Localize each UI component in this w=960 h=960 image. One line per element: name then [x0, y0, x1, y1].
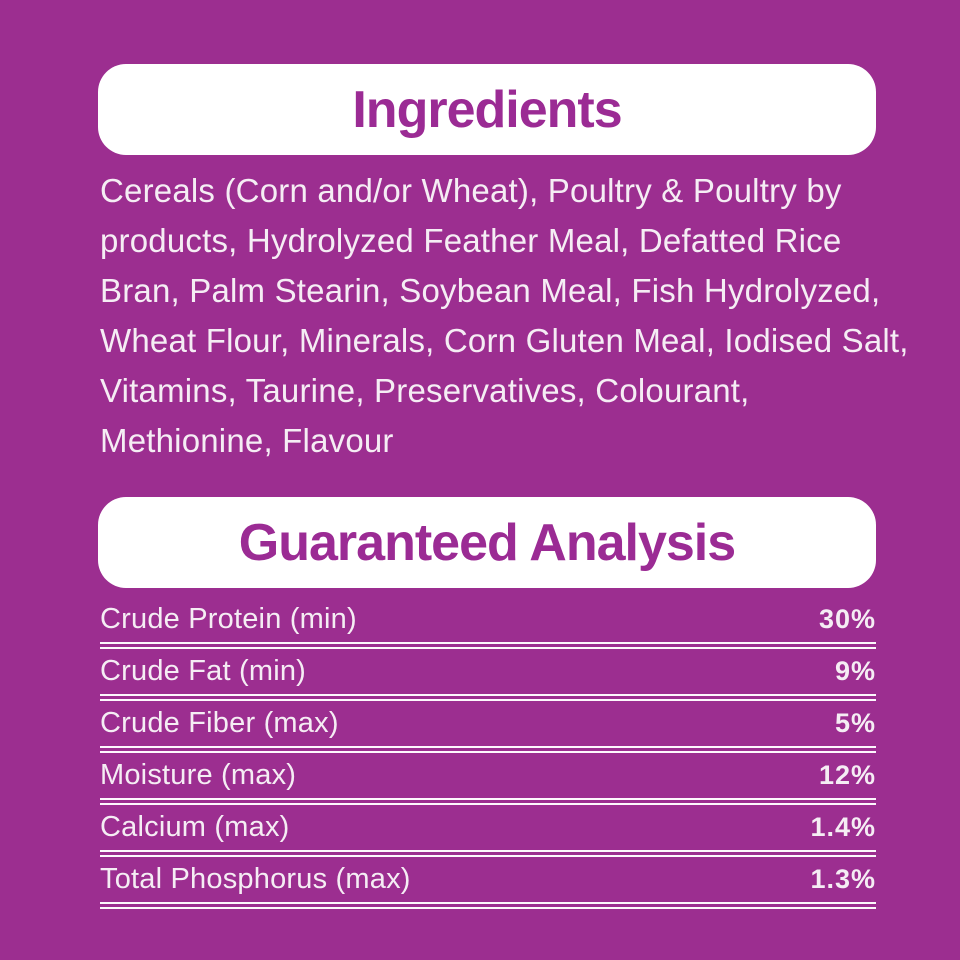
analysis-row-value: 1.3%	[810, 864, 876, 894]
analysis-row-label: Crude Fat (min)	[100, 655, 307, 687]
ingredients-title: Ingredients	[352, 80, 622, 139]
analysis-table: Crude Protein (min) 30% Crude Fat (min) 9% C…	[100, 597, 876, 909]
analysis-row: Moisture (max) 12%	[100, 753, 876, 805]
analysis-row-label: Total Phosphorus (max)	[100, 863, 411, 895]
analysis-row: Crude Protein (min) 30%	[100, 597, 876, 649]
analysis-row: Crude Fat (min) 9%	[100, 649, 876, 701]
analysis-row-value: 30%	[818, 604, 876, 634]
analysis-title: Guaranteed Analysis	[238, 513, 736, 572]
analysis-row-value: 12%	[818, 760, 876, 790]
analysis-header-panel: Guaranteed Analysis	[98, 497, 876, 588]
analysis-row-label: Calcium (max)	[100, 811, 290, 843]
ingredients-text: Cereals (Corn and/or Wheat), Poultry & P…	[100, 172, 909, 459]
analysis-row: Calcium (max) 1.4%	[100, 805, 876, 857]
analysis-row-label: Moisture (max)	[100, 759, 297, 791]
analysis-row: Crude Fiber (max) 5%	[100, 701, 876, 753]
analysis-row-value: 5%	[834, 708, 876, 738]
analysis-row-label: Crude Protein (min)	[100, 603, 357, 635]
analysis-row-label: Crude Fiber (max)	[100, 707, 339, 739]
analysis-row: Total Phosphorus (max) 1.3%	[100, 857, 876, 909]
analysis-row-value: 1.4%	[810, 812, 876, 842]
analysis-row-value: 9%	[834, 656, 876, 686]
ingredients-header-panel: Ingredients	[98, 64, 876, 155]
